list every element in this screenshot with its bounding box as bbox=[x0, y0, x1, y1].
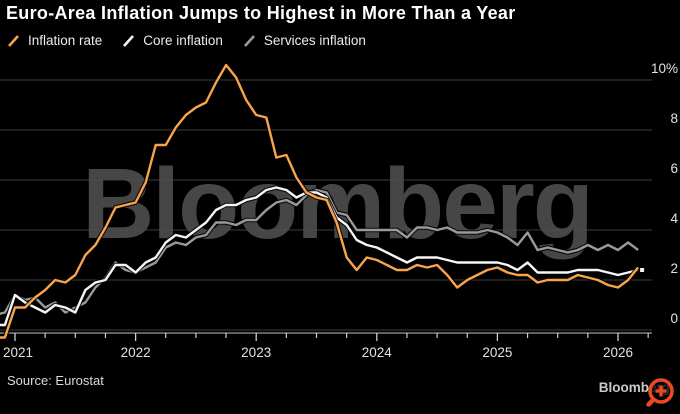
legend-label: Inflation rate bbox=[28, 33, 103, 48]
legend-item-core-inflation: Core inflation bbox=[122, 33, 223, 48]
chart-title: Euro-Area Inflation Jumps to Highest in … bbox=[6, 3, 516, 23]
y-axis-label: 10% bbox=[651, 61, 678, 76]
y-axis-label: 4 bbox=[670, 211, 678, 226]
series-line-inflation-rate bbox=[0, 63, 640, 339]
y-axis-label: 2 bbox=[670, 261, 678, 276]
series-line-core-inflation bbox=[0, 186, 639, 327]
legend-item-services-inflation: Services inflation bbox=[243, 33, 366, 48]
services-inflation-line-icon bbox=[243, 34, 255, 47]
y-axis-label: 8 bbox=[670, 111, 678, 126]
last-value-marker bbox=[640, 268, 645, 272]
inflation-rate-line-icon bbox=[8, 34, 19, 47]
x-axis-label: 2023 bbox=[241, 345, 271, 360]
legend-label: Services inflation bbox=[263, 33, 366, 48]
source-note: Source: Eurostat bbox=[7, 373, 104, 388]
x-axis-label: 2024 bbox=[362, 345, 393, 360]
x-axis-label: 2022 bbox=[121, 345, 151, 360]
x-axis-label: 2026 bbox=[603, 345, 633, 360]
zoom-in-icon[interactable] bbox=[644, 374, 678, 410]
x-axis-label: 2021 bbox=[3, 345, 33, 360]
x-axis-label: 2025 bbox=[482, 345, 512, 360]
y-axis-label: 0 bbox=[670, 311, 678, 326]
core-inflation-line-icon bbox=[123, 34, 135, 47]
y-axis-label: 6 bbox=[670, 161, 678, 176]
legend: Inflation rate Core inflation Services i… bbox=[7, 33, 366, 48]
legend-item-inflation-rate: Inflation rate bbox=[7, 33, 102, 48]
legend-label: Core inflation bbox=[143, 33, 223, 48]
